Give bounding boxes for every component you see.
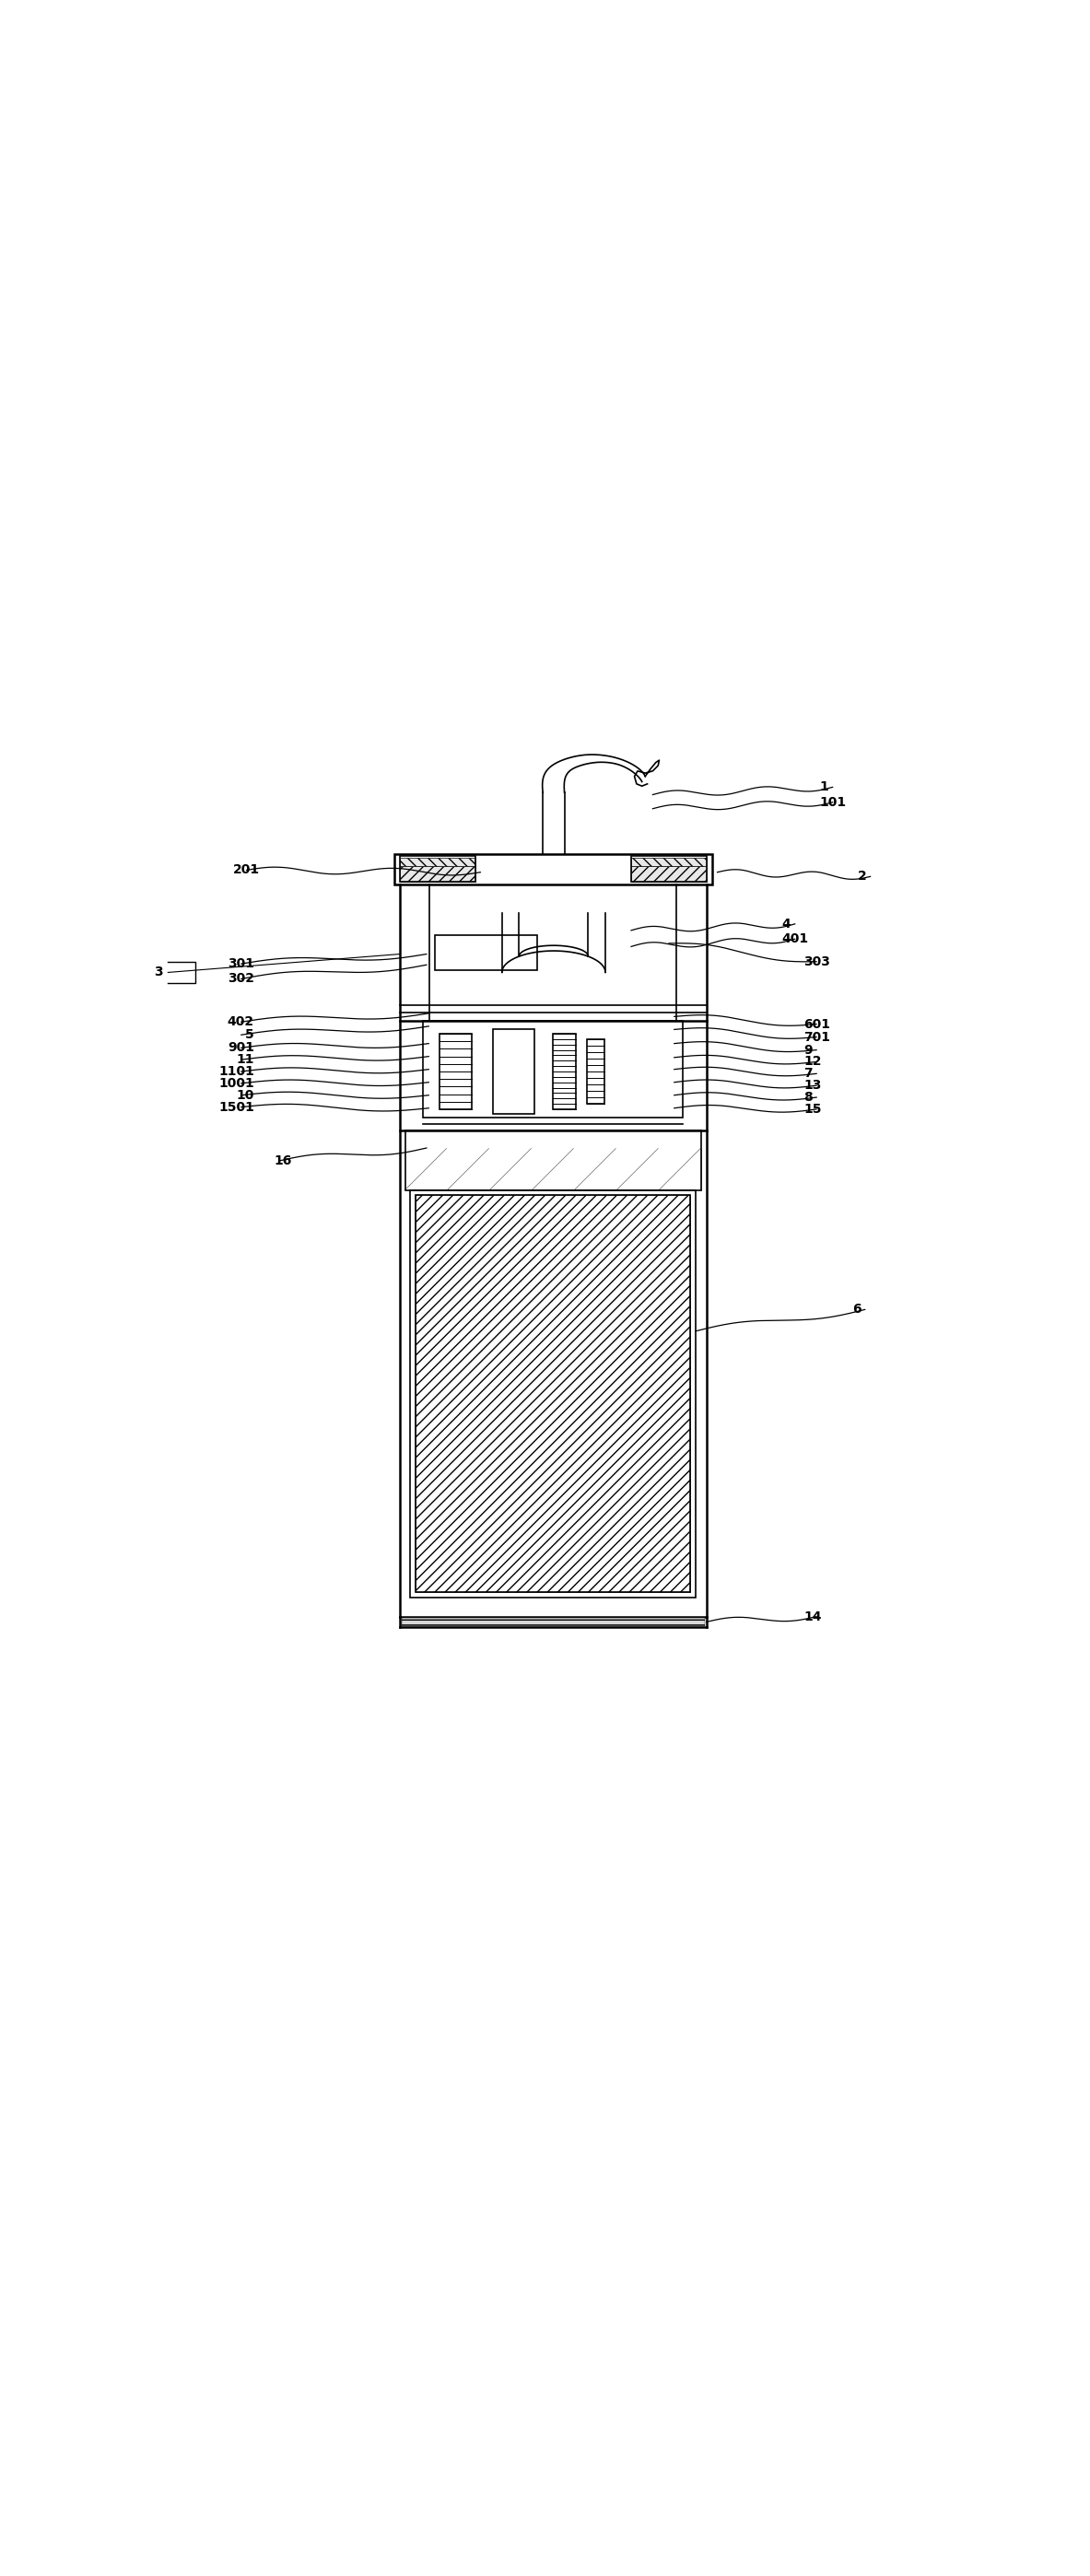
Bar: [400, 866, 475, 881]
Text: 301: 301: [228, 958, 254, 971]
Text: 1501: 1501: [218, 1100, 254, 1113]
Bar: [402, 1618, 704, 1625]
Text: 11: 11: [237, 1054, 254, 1066]
Text: 401: 401: [782, 933, 809, 945]
Text: 402: 402: [228, 1015, 254, 1028]
Text: 14: 14: [803, 1610, 822, 1623]
Bar: [631, 855, 706, 881]
Text: 201: 201: [232, 863, 259, 876]
Text: 16: 16: [274, 1154, 292, 1167]
Text: 12: 12: [803, 1056, 822, 1069]
Bar: [494, 1030, 534, 1113]
Text: 10: 10: [237, 1090, 254, 1103]
Text: 15: 15: [803, 1103, 822, 1115]
Bar: [631, 858, 706, 866]
Bar: [395, 853, 712, 884]
Bar: [400, 855, 475, 881]
Text: 5: 5: [245, 1028, 254, 1041]
Bar: [631, 866, 706, 881]
Text: 6: 6: [852, 1303, 861, 1316]
Text: 601: 601: [803, 1018, 831, 1030]
Text: 1001: 1001: [218, 1077, 254, 1090]
Text: 101: 101: [820, 796, 847, 809]
Bar: [423, 1020, 682, 1118]
Text: 2: 2: [858, 871, 867, 884]
Text: 1: 1: [820, 781, 828, 793]
Text: 8: 8: [803, 1090, 812, 1103]
Bar: [400, 858, 475, 866]
Bar: [553, 1033, 577, 1110]
Text: 701: 701: [803, 1030, 831, 1043]
Text: 4: 4: [782, 917, 791, 930]
Text: 13: 13: [803, 1079, 822, 1092]
Bar: [588, 1038, 604, 1103]
Bar: [415, 1195, 690, 1592]
Text: 9: 9: [803, 1043, 812, 1056]
Text: 7: 7: [803, 1066, 812, 1079]
Text: 901: 901: [228, 1041, 254, 1054]
Bar: [415, 1195, 690, 1592]
Text: 302: 302: [228, 971, 254, 984]
Bar: [435, 935, 537, 971]
Bar: [410, 1190, 695, 1597]
Bar: [439, 1033, 472, 1110]
Bar: [405, 1131, 701, 1190]
Text: 303: 303: [803, 956, 831, 969]
Text: 3: 3: [154, 966, 162, 979]
Text: 1101: 1101: [218, 1064, 254, 1077]
